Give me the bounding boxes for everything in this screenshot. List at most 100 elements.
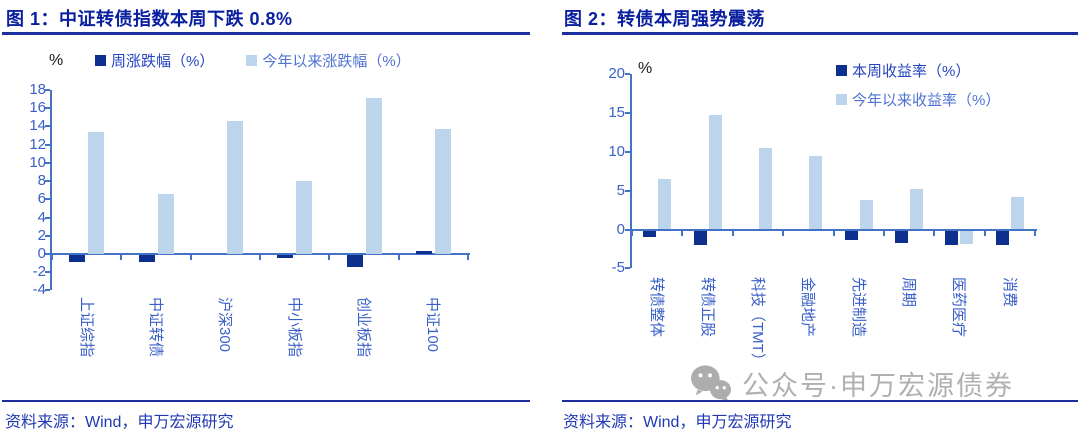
ytd-bar-7 (1010, 196, 1024, 230)
y-axis-tick (45, 271, 50, 274)
y-tick-label: 8 (37, 172, 46, 190)
y-tick-label: 16 (29, 99, 46, 117)
x-axis-tick (933, 230, 936, 236)
y-tick-label: 10 (608, 142, 625, 160)
x-axis-tick (328, 255, 331, 260)
ytd-bar-3 (296, 181, 313, 254)
weekly-bar-7 (995, 230, 1009, 246)
legend-item-1: 今年以来涨跌幅（%） (246, 50, 411, 71)
figure2-bottom-rule (562, 400, 1078, 402)
x-axis-tick (259, 255, 261, 260)
y-tick-label: -5 (611, 259, 625, 277)
y-axis-tick (625, 267, 630, 270)
figure1-legend: 周涨跌幅（%） 今年以来涨跌幅（%） (95, 50, 411, 71)
weekly-bar-6 (945, 230, 959, 246)
legend-label: 本周收益率（%） (852, 63, 971, 80)
x-axis-tick (189, 255, 192, 260)
legend-swatch-icon (836, 94, 847, 105)
ytd-bar-0 (88, 131, 105, 254)
y-tick-label: -2 (32, 263, 46, 281)
legend-swatch-icon (95, 55, 106, 66)
ytd-bar-6 (960, 230, 974, 244)
x-axis-tick (983, 230, 986, 236)
weekly-bar-3 (277, 255, 294, 258)
y-axis-tick (45, 289, 50, 292)
y-tick-label: -4 (32, 281, 46, 299)
x-axis-tick (1034, 230, 1036, 236)
y-axis-tick (45, 253, 50, 255)
ytd-bar-2 (758, 148, 772, 230)
ytd-bar-4 (365, 98, 382, 254)
weekly-bar-0 (69, 255, 86, 263)
x-category-label: 创业板指 (355, 297, 372, 358)
figure1-title: 图 1：中证转债指数本周下跌 0.8% (6, 9, 293, 29)
x-axis-line (630, 228, 1037, 231)
y-axis-line (50, 90, 52, 291)
x-axis-tick (731, 230, 734, 236)
y-axis-tick (625, 73, 630, 76)
weekly-bar-4 (346, 255, 363, 267)
ytd-bar-5 (910, 189, 924, 230)
x-category-label: 中证转债 (147, 297, 164, 358)
x-axis-tick (681, 230, 684, 236)
y-axis-tick (625, 150, 630, 153)
x-axis-tick (832, 230, 835, 236)
legend-label: 今年以来涨跌幅（%） (262, 53, 411, 70)
figure1-bottom-rule (2, 400, 530, 402)
x-axis-tick (51, 255, 53, 260)
y-axis-tick (45, 216, 50, 219)
x-axis-tick (467, 255, 469, 260)
figure2-legend: 本周收益率（%） 今年以来收益率（%） (836, 60, 1000, 110)
y-tick-label: 2 (37, 226, 46, 244)
y-tick-label: 14 (29, 117, 46, 135)
y-axis-tick (45, 107, 50, 110)
legend-label: 周涨跌幅（%） (111, 53, 215, 70)
x-axis-tick (631, 230, 633, 236)
ytd-bar-4 (859, 200, 873, 230)
x-category-label: 中小板指 (285, 297, 303, 358)
figure1-axis-unit-label: % (49, 52, 64, 69)
wechat-logo-icon (691, 365, 731, 403)
weekly-bar-5 (895, 230, 909, 243)
figure2-axis-unit-label: % (638, 60, 653, 77)
y-axis-tick (45, 234, 50, 237)
y-axis-tick (625, 228, 630, 231)
y-tick-label: 6 (37, 190, 46, 208)
y-tick-label: 4 (37, 208, 46, 226)
legend-swatch-icon (836, 65, 847, 76)
x-category-label: 金融地产 (799, 277, 817, 338)
x-axis-line (50, 253, 470, 255)
y-tick-label: 15 (608, 104, 625, 122)
weekly-bar-0 (643, 230, 657, 238)
ytd-bar-3 (809, 155, 823, 230)
ytd-bar-0 (658, 179, 672, 230)
x-axis-tick (882, 230, 885, 236)
y-axis-tick (45, 89, 50, 92)
figure1-source-note: 资料来源：Wind，申万宏源研究 (5, 414, 234, 431)
x-category-label: 沪深300 (216, 297, 234, 353)
watermark-text: 公众号·申万宏源债券 (742, 370, 1014, 401)
y-axis-tick (625, 112, 630, 115)
weekly-bar-1 (693, 230, 707, 246)
weekly-bar-4 (844, 230, 858, 240)
legend-item-0: 本周收益率（%） (836, 60, 970, 81)
figure2-title-rule (562, 32, 1078, 35)
legend-item-0: 周涨跌幅（%） (95, 50, 214, 71)
y-axis-tick (45, 198, 50, 201)
y-tick-label: 10 (29, 153, 46, 171)
y-tick-label: 12 (29, 135, 46, 153)
x-category-label: 医药医疗 (950, 277, 968, 338)
ytd-bar-1 (157, 193, 174, 254)
x-axis-tick (397, 255, 400, 260)
weekly-bar-5 (415, 251, 432, 254)
legend-item-1: 今年以来收益率（%） (836, 89, 1000, 110)
ytd-bar-2 (226, 120, 243, 254)
y-tick-label: 18 (29, 81, 46, 99)
y-axis-tick (45, 143, 50, 146)
y-tick-label: 20 (608, 65, 625, 83)
y-axis-tick (625, 189, 630, 192)
x-category-label: 科技（TMT） (748, 277, 766, 368)
y-tick-label: 0 (37, 245, 46, 262)
x-category-label: 消费 (1000, 277, 1018, 308)
